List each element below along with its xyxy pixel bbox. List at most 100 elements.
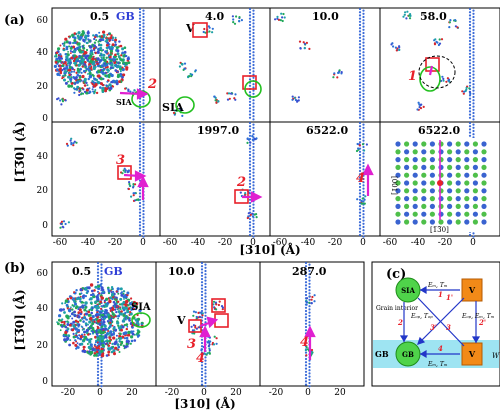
defect-atom [68, 68, 72, 72]
arrow-number: 4 [438, 344, 443, 353]
defect-atom [61, 98, 64, 101]
gb-atom [362, 83, 365, 86]
defect-atom [357, 147, 360, 150]
gb-atom [248, 23, 252, 27]
defect-atom [221, 306, 224, 309]
defect-atom [94, 306, 97, 309]
gb-atom [362, 47, 365, 51]
gb-atom [142, 136, 145, 139]
gb-atom [472, 89, 475, 92]
gb-atom [142, 209, 145, 213]
defect-atom [463, 90, 466, 93]
defect-atom [120, 328, 123, 332]
gb-atom [142, 57, 145, 60]
lattice-atom [429, 203, 435, 209]
defect-atom [244, 193, 247, 196]
gb-atom [252, 38, 255, 41]
gb-atom [362, 190, 365, 193]
defect-atom [213, 95, 216, 98]
panel-b-arrows [199, 316, 316, 360]
defect-atom [118, 340, 121, 343]
defect-atom [76, 320, 80, 324]
defect-atom [130, 308, 133, 311]
defect-atom [109, 49, 113, 53]
gb-atom [200, 277, 204, 281]
gb-atom [248, 163, 252, 166]
defect-atom [75, 332, 78, 335]
gb-atom [358, 205, 362, 208]
gb-atom [252, 206, 255, 209]
defect-atom [251, 215, 254, 218]
defect-atom [306, 297, 309, 300]
gb-atom [252, 15, 255, 19]
defect-atom [83, 81, 86, 84]
gb-atom [248, 224, 252, 227]
defect-atom [106, 41, 110, 45]
lattice-atom [421, 196, 427, 202]
defect-atom [84, 295, 87, 298]
defect-atom [125, 316, 128, 319]
defect-atom [217, 100, 220, 103]
gb-atom [138, 43, 142, 46]
defect-atom [84, 287, 88, 291]
xtick: 0 [250, 238, 256, 248]
gb-atom [96, 268, 100, 271]
defect-atom [117, 317, 120, 320]
defect-atom [66, 62, 70, 65]
gb-atom [362, 60, 365, 63]
gb-atom [472, 79, 475, 83]
lattice-atom [438, 196, 444, 202]
defect-atom [61, 225, 64, 228]
defect-atom [65, 303, 69, 307]
defect-atom [195, 315, 198, 319]
defect-atom [405, 17, 408, 20]
lattice-atom [455, 141, 461, 147]
defect-atom [67, 35, 70, 38]
gb-atom [100, 276, 103, 279]
defect-atom [364, 195, 367, 198]
gb-atom [248, 208, 252, 211]
defect-atom [79, 87, 82, 90]
defect-atom [115, 334, 118, 337]
defect-atom [54, 61, 58, 64]
gb-atom [100, 263, 103, 266]
defect-atom [123, 337, 127, 340]
defect-atom [81, 87, 84, 90]
defect-atom [90, 68, 93, 71]
defect-atom [132, 330, 135, 333]
defect-atom [291, 98, 294, 101]
defect-atom [137, 198, 140, 201]
gb-atom [362, 51, 365, 54]
defect-atom [98, 314, 101, 316]
gb-atom [308, 269, 311, 273]
lattice-atom [464, 196, 470, 202]
defect-atom [121, 47, 125, 51]
defect-atom [72, 332, 75, 335]
gb-atom [248, 182, 252, 185]
lattice-atom [438, 149, 444, 155]
xtick: 0 [201, 388, 207, 398]
defect-atom [73, 68, 76, 71]
lattice-atom [395, 219, 401, 225]
gb-atom [248, 65, 252, 68]
gb-atom [204, 372, 207, 375]
lattice-inset [392, 138, 496, 232]
defect-atom [211, 31, 214, 34]
gb-atom [200, 284, 204, 287]
gb-atom [200, 287, 204, 290]
defect-atom [112, 336, 116, 340]
gb-atom [472, 70, 475, 73]
gb-atom [358, 36, 362, 39]
gb-atom [138, 217, 142, 221]
defect-atom [111, 324, 114, 327]
gb-atom [248, 107, 252, 110]
defect-atom [93, 37, 96, 41]
cell-time: 58.0 [420, 10, 447, 23]
defect-atom [115, 296, 118, 299]
defect-atom [446, 77, 449, 80]
w-label: W [492, 352, 500, 360]
gb-atom [248, 110, 252, 113]
defect-atom [74, 339, 77, 342]
defect-atom [97, 287, 101, 291]
defect-atom [107, 32, 110, 35]
